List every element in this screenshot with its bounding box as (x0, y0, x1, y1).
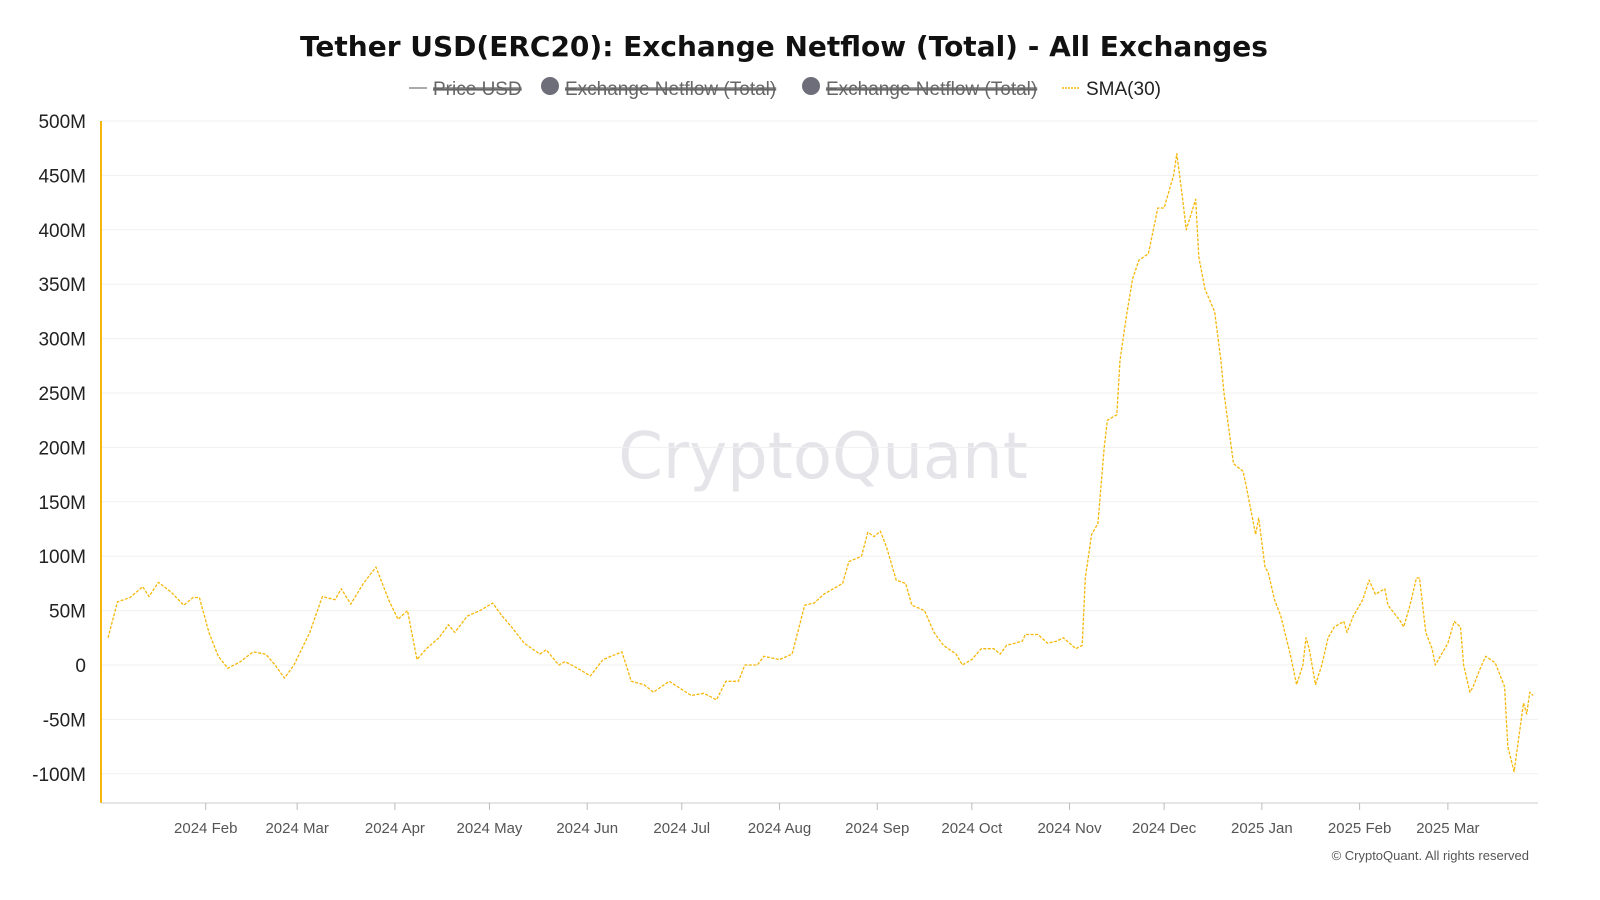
x-tick-label: 2024 Feb (174, 820, 237, 837)
x-axis: 2024 Feb 2024 Mar 2024 Apr 2024 May 2024 Jun… (101, 802, 1538, 837)
x-tick-label: 2025 Jan (1231, 820, 1293, 837)
x-tick-label: 2024 Jun (556, 820, 618, 837)
y-tick-label: 450M (38, 166, 86, 187)
y-tick-label: 300M (38, 330, 86, 351)
x-tick-label: 2024 Mar (265, 820, 328, 837)
legend-label: Price USD (433, 79, 522, 100)
y-tick-label: 400M (38, 221, 86, 242)
y-tick-label: 250M (38, 384, 86, 405)
series-layer (107, 152, 1534, 773)
y-tick-label: -100M (32, 765, 86, 786)
x-tick-label: 2024 May (457, 820, 523, 837)
y-axis: 500M 450M 400M 350M 300M 250M 200M 150M 100M 50M 0… (32, 112, 102, 803)
chart-title: Tether USD(ERC20): Exchange Netflow (Tot… (300, 30, 1268, 63)
series-line-sma30 (107, 152, 1534, 773)
y-tick-label: 200M (38, 438, 86, 459)
legend-label: Exchange Netflow (Total) (565, 79, 776, 100)
x-tick-label: 2024 Apr (365, 820, 425, 837)
copyright-footer: © CryptoQuant. All rights reserved (1332, 848, 1529, 863)
x-tick-label: 2024 Aug (748, 820, 811, 837)
x-tick-label: 2024 Sep (845, 820, 909, 837)
x-tick-label: 2024 Dec (1132, 820, 1197, 837)
y-tick-label: 100M (38, 547, 86, 568)
legend-circle-icon (802, 77, 820, 95)
y-tick-label: 350M (38, 275, 86, 296)
x-tick-label: 2024 Oct (941, 820, 1003, 837)
legend: Price USD Exchange Netflow (Total) Exchang… (409, 77, 1161, 100)
legend-label: SMA(30) (1086, 79, 1161, 100)
watermark: CryptoQuant (618, 420, 1028, 494)
legend-label: Exchange Netflow (Total) (826, 79, 1037, 100)
y-tick-label: 150M (38, 493, 86, 514)
legend-circle-icon (541, 77, 559, 95)
y-tick-label: 0 (75, 656, 86, 677)
x-tick-label: 2024 Jul (653, 820, 710, 837)
x-tick-label: 2025 Feb (1328, 820, 1391, 837)
y-tick-label: -50M (43, 710, 86, 731)
x-tick-label: 2025 Mar (1416, 820, 1479, 837)
gridlines (101, 120, 1538, 775)
y-tick-label: 500M (38, 112, 86, 133)
x-tick-label: 2024 Nov (1037, 820, 1102, 837)
y-tick-label: 50M (49, 602, 86, 623)
